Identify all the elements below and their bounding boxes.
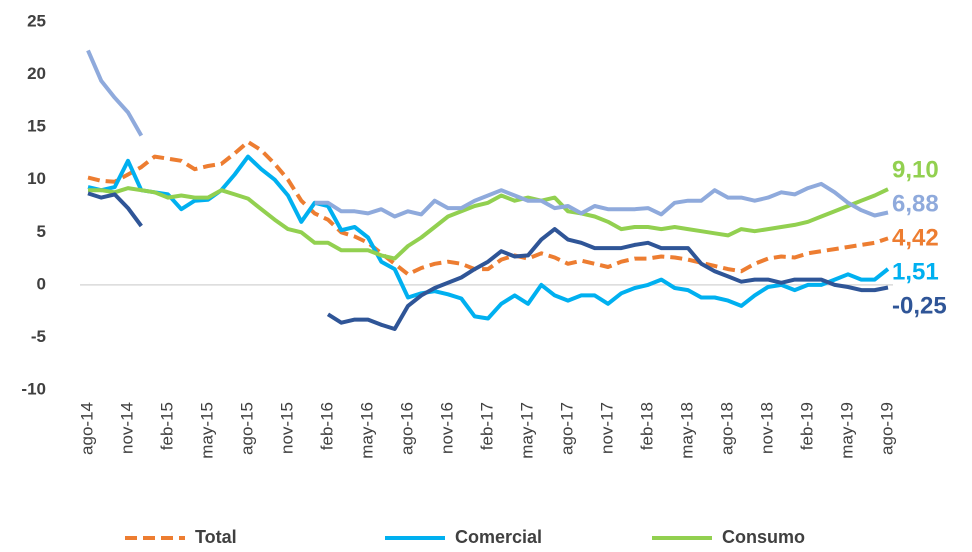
x-tick-label: may-15 [197, 402, 216, 459]
end-label: 4,42 [892, 225, 939, 252]
x-tick-label: feb-17 [477, 402, 496, 450]
y-tick-label: 20 [27, 64, 46, 83]
legend-label: Consumo [722, 527, 805, 547]
x-tick-label: nov-17 [597, 402, 616, 454]
series-line [86, 49, 889, 219]
y-tick-label: -5 [31, 327, 46, 346]
x-tick-label: nov-14 [117, 402, 136, 454]
x-tick-label: ago-18 [717, 402, 736, 455]
x-tick-label: ago-17 [557, 402, 576, 455]
x-tick-label: feb-18 [637, 402, 656, 450]
x-tick-label: nov-18 [757, 402, 776, 454]
y-tick-label: 0 [37, 274, 46, 293]
y-tick-label: -10 [21, 379, 46, 398]
y-tick-label: 25 [27, 11, 46, 30]
y-tick-label: 10 [27, 169, 46, 188]
x-tick-label: feb-16 [317, 402, 336, 450]
x-tick-label: ago-16 [397, 402, 416, 455]
end-label: 1,51 [892, 259, 939, 286]
x-tick-label: may-18 [677, 402, 696, 459]
legend-label: Comercial [455, 527, 542, 547]
legend-label: Total [195, 527, 237, 547]
x-tick-label: may-17 [517, 402, 536, 459]
x-tick-label: nov-16 [437, 402, 456, 454]
y-tick-label: 5 [37, 222, 46, 241]
y-tick-label: 15 [27, 117, 46, 136]
x-tick-label: feb-19 [797, 402, 816, 450]
x-tick-label: ago-14 [77, 402, 96, 455]
x-tick-label: may-16 [357, 402, 376, 459]
series-line [88, 186, 889, 261]
x-tick-label: ago-19 [877, 402, 896, 455]
x-tick-label: ago-15 [237, 402, 256, 455]
x-tick-label: may-19 [837, 402, 856, 459]
series-line [87, 139, 889, 277]
series-line [87, 154, 890, 321]
end-label: 9,10 [892, 157, 939, 184]
series-line [87, 191, 889, 331]
end-label: -0,25 [892, 293, 947, 320]
x-tick-label: nov-15 [277, 402, 296, 454]
end-label: 6,88 [892, 191, 939, 218]
x-tick-label: feb-15 [157, 402, 176, 450]
